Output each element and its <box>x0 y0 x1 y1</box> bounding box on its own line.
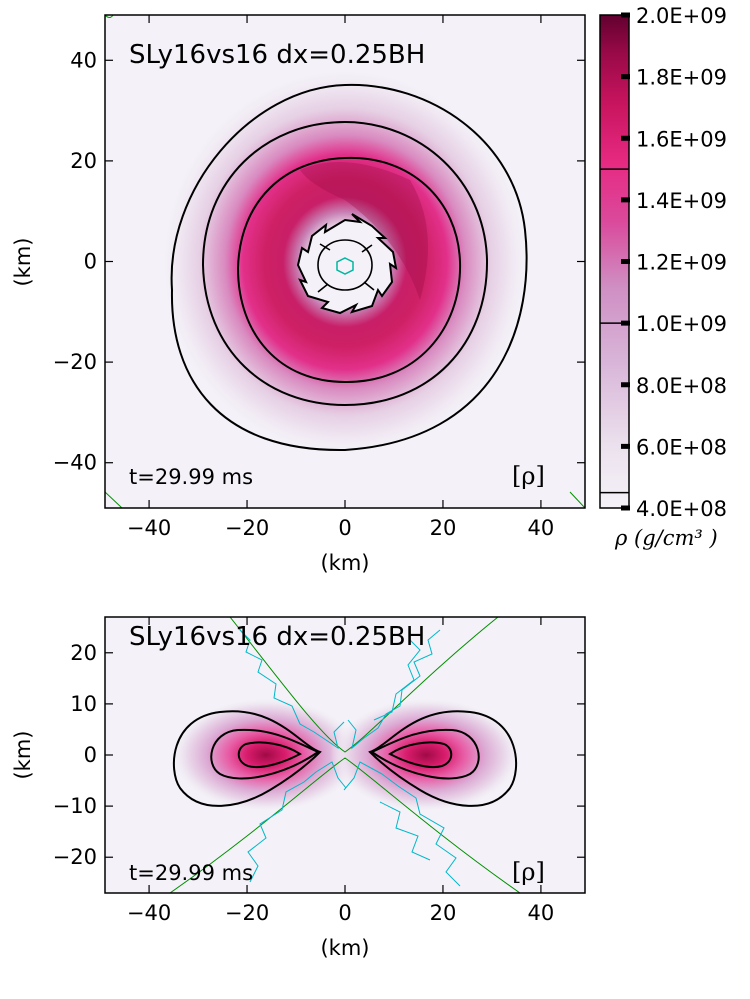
bottom-cyan-lower-left <box>247 761 347 883</box>
top-panel-plot: −40 −20 0 20 40 −40 −20 0 20 40 SLy16vs16 dx=0.2… <box>11 14 586 575</box>
bottom-y-tick-label: 0 <box>84 743 97 767</box>
top-x-tick-label: 20 <box>430 516 457 540</box>
top-y-tick-label: −20 <box>53 350 97 374</box>
colorbar-tick-label: 6.0E+08 <box>636 435 727 459</box>
top-x-tick-label: 0 <box>338 516 351 540</box>
top-y-tick-label: 20 <box>70 149 97 173</box>
top-green-corner-br <box>569 491 585 508</box>
top-density-crescent <box>300 162 428 300</box>
top-y-tick-label: 0 <box>84 250 97 274</box>
colorbar-tick-label: 4.0E+08 <box>636 497 727 521</box>
top-variable-label: [ρ] <box>512 462 545 490</box>
top-panel-title: SLy16vs16 dx=0.25BH <box>129 40 425 70</box>
bottom-variable-label: [ρ] <box>512 858 545 886</box>
colorbar-tick-label: 1.0E+09 <box>636 312 727 336</box>
colorbar-tick-label: 1.2E+09 <box>636 251 727 275</box>
bottom-right-contour-inner <box>388 741 453 768</box>
bottom-x-tick-label: 40 <box>528 901 555 925</box>
colorbar-tick-label: 1.8E+09 <box>636 66 727 90</box>
bottom-cyan-lower-right-inner <box>379 801 431 861</box>
bottom-right-contour-middle <box>369 728 480 780</box>
colorbar-tick-label: 8.0E+08 <box>636 374 727 398</box>
top-y-axis-label: (km) <box>11 237 35 286</box>
bottom-y-tick-label: −20 <box>53 845 97 869</box>
top-contour-middle <box>201 120 489 407</box>
top-y-tick-label: 40 <box>70 48 97 72</box>
top-y-tick-label: −40 <box>53 451 97 475</box>
bottom-left-contour-inner <box>237 741 302 768</box>
bottom-x-axis: −40 −20 0 20 40 <box>127 617 554 925</box>
colorbar-tick-label: 2.0E+09 <box>636 4 727 28</box>
bottom-x-tick-label: 20 <box>430 901 457 925</box>
colorbar-contour-levels <box>600 168 629 494</box>
colorbar-ticks: 4.0E+08 6.0E+08 8.0E+08 1.0E+09 1.2E+09 1.4E+… <box>621 4 727 521</box>
bottom-green-funnel-top <box>229 617 499 753</box>
bottom-y-axis: −20 −10 0 10 20 <box>53 641 585 869</box>
top-contour-swirl-arms <box>317 243 375 293</box>
bottom-left-contour-outer <box>172 710 322 807</box>
bottom-right-contour-outer <box>368 710 518 807</box>
top-time-label: t=29.99 ms <box>129 465 253 489</box>
top-contour-cyan-center <box>336 257 354 275</box>
colorbar-tick-label: 1.4E+09 <box>636 189 727 213</box>
bottom-x-tick-label: −20 <box>225 901 269 925</box>
bottom-x-tick-label: 0 <box>338 901 351 925</box>
top-contour-swirl <box>317 239 373 291</box>
top-x-tick-label: −20 <box>225 516 269 540</box>
top-x-axis-label: (km) <box>320 551 369 575</box>
bottom-time-label: t=29.99 ms <box>129 861 253 885</box>
bottom-x-axis-label: (km) <box>320 936 369 960</box>
top-contour-outer <box>170 83 528 452</box>
bottom-x-tick-label: −40 <box>127 901 171 925</box>
top-x-tick-label: −40 <box>127 516 171 540</box>
bottom-left-contour-middle <box>210 728 321 780</box>
bottom-y-tick-label: 10 <box>70 692 97 716</box>
colorbar-unit-label: ρ (g/cm³ ) <box>614 526 718 550</box>
bottom-y-tick-label: −10 <box>53 794 97 818</box>
bottom-torus-right <box>330 697 522 813</box>
top-x-axis: −40 −20 0 20 40 <box>127 15 554 540</box>
colorbar: 4.0E+08 6.0E+08 8.0E+08 1.0E+09 1.2E+09 1.4E+… <box>599 4 727 550</box>
bottom-cyan-upper-left <box>237 627 345 750</box>
bottom-cyan-upper-right-inner <box>373 639 421 721</box>
bottom-panel-title: SLy16vs16 dx=0.25BH <box>129 622 425 652</box>
bottom-y-axis-label: (km) <box>11 730 35 779</box>
top-green-corner-bl <box>105 491 123 508</box>
bottom-cyan-lower-right <box>343 761 461 887</box>
top-y-axis: −40 −20 0 20 40 <box>53 48 585 475</box>
colorbar-tick-label: 1.6E+09 <box>636 127 727 151</box>
bottom-y-tick-label: 20 <box>70 641 97 665</box>
bottom-torus-left <box>170 697 362 813</box>
bottom-green-funnel-bottom <box>169 757 521 893</box>
top-x-tick-label: 40 <box>528 516 555 540</box>
bottom-cyan-upper-right <box>347 629 441 750</box>
top-contour-inner <box>236 156 462 384</box>
bottom-panel-plot: −40 −20 0 20 40 −20 −10 0 10 20 SLy16vs16 dx=0.2… <box>11 616 586 960</box>
